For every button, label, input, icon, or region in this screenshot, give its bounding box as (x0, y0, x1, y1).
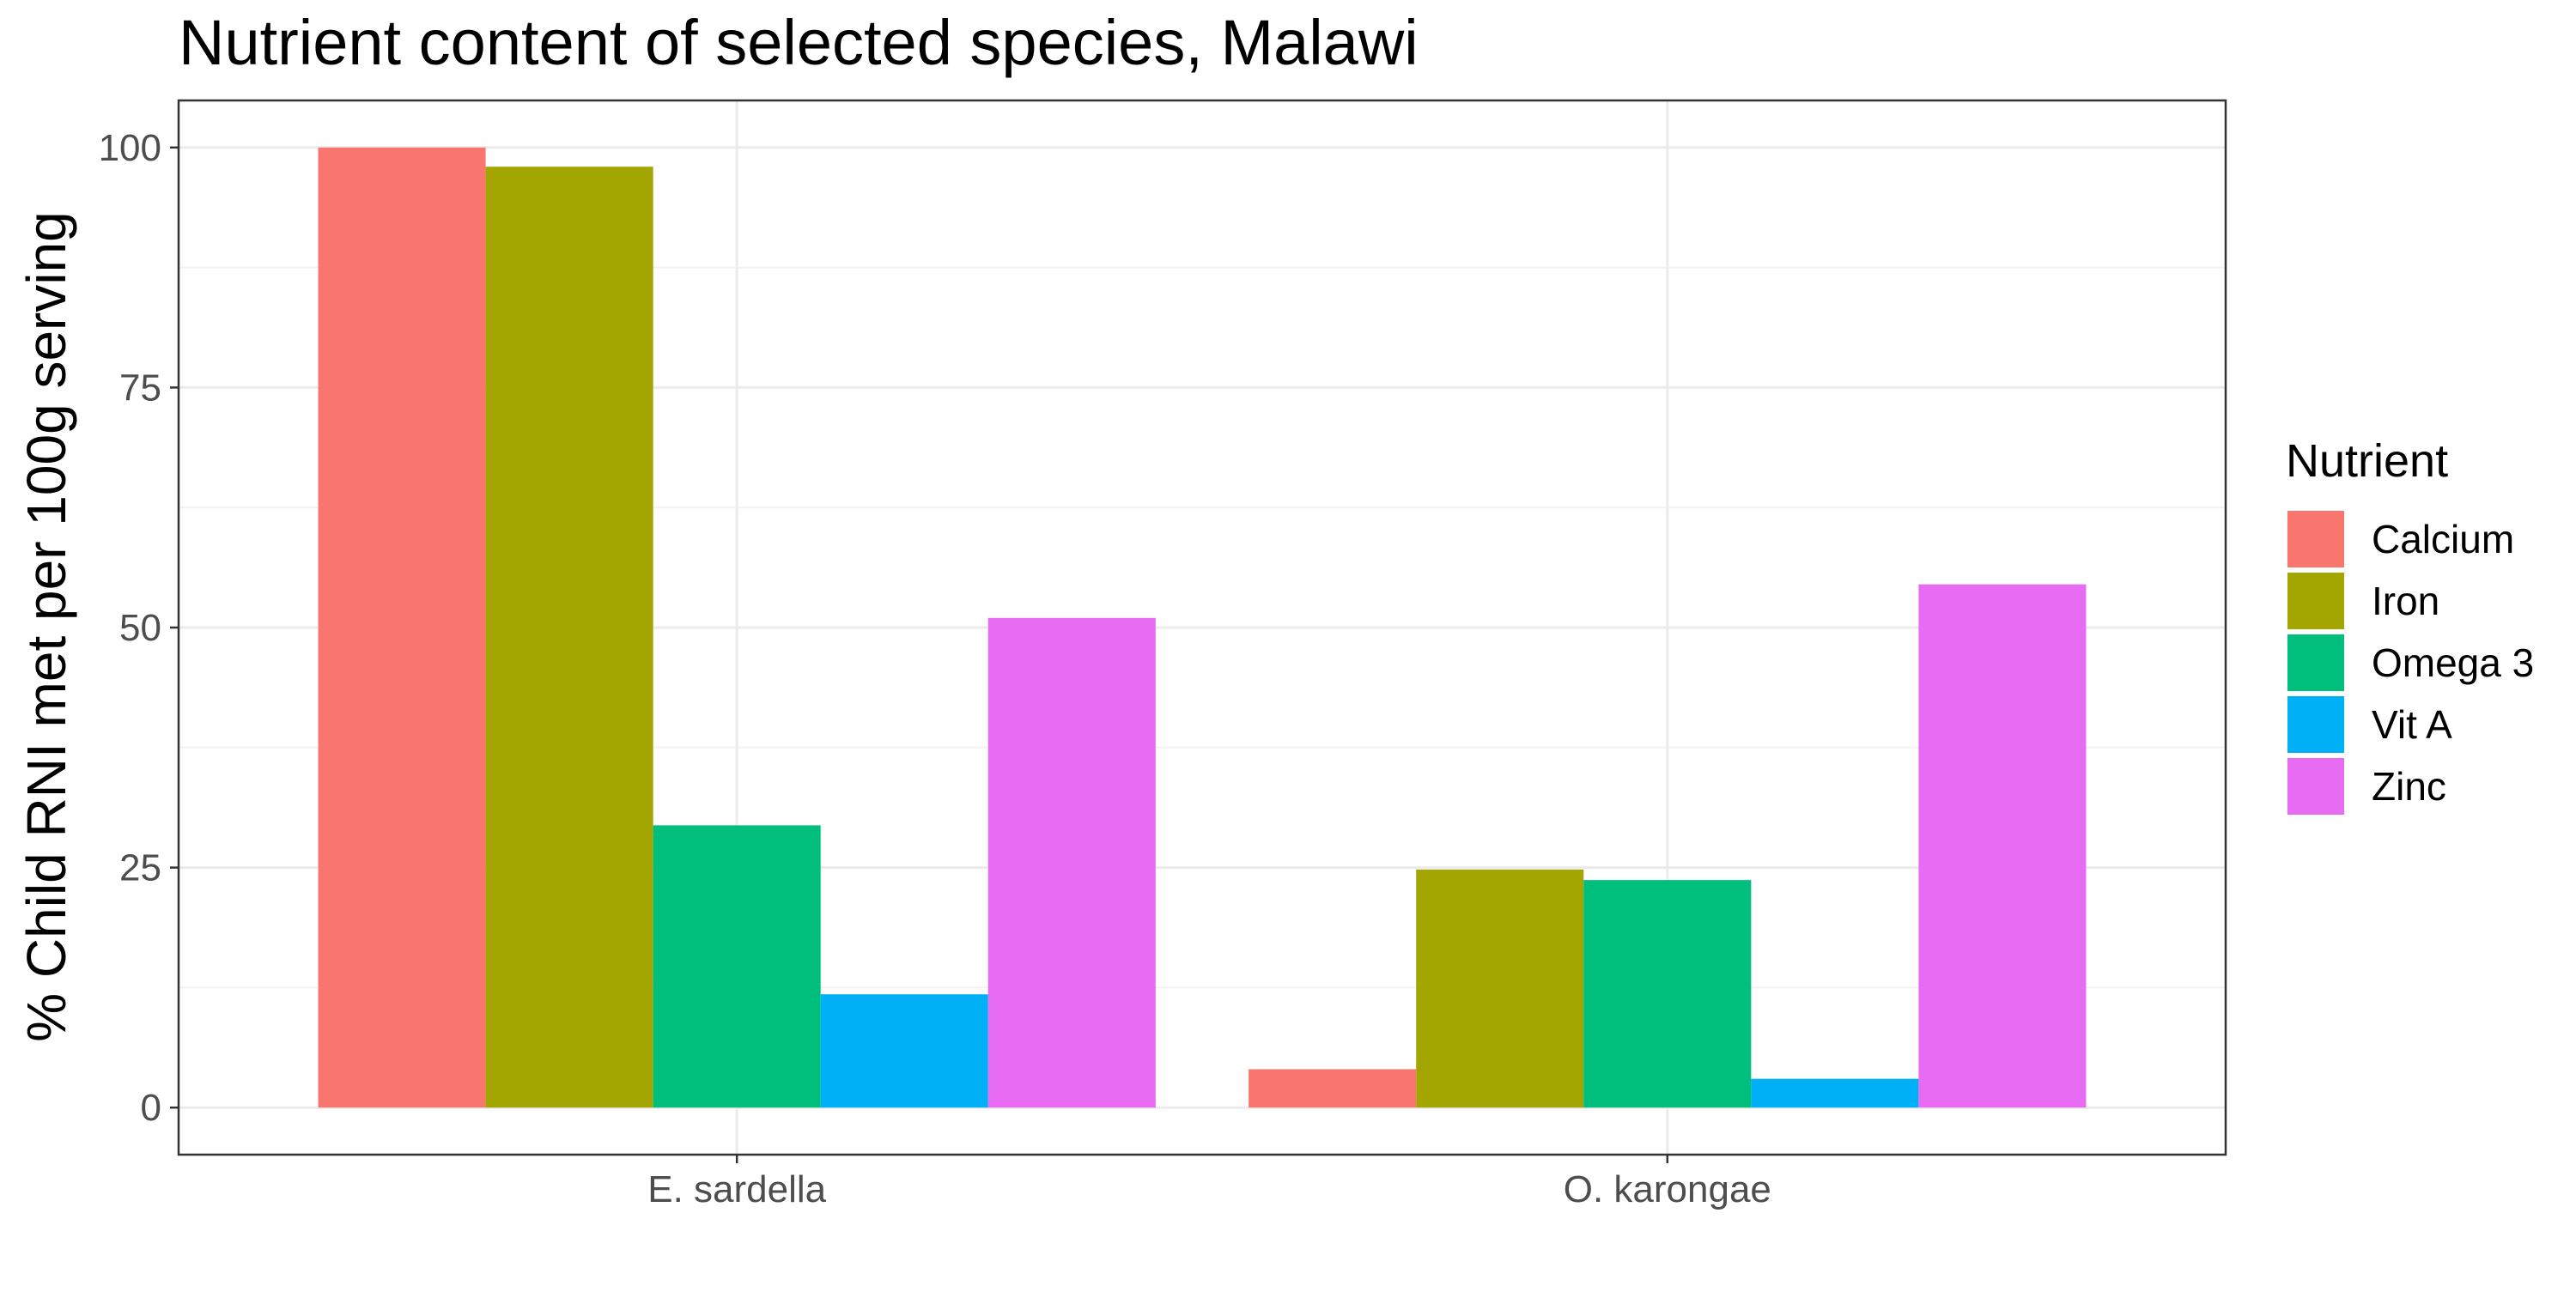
legend-label: Omega 3 (2372, 640, 2534, 685)
y-tick-label: 50 (119, 607, 161, 649)
bar-vit-a (820, 994, 988, 1108)
bar-calcium (1249, 1069, 1417, 1108)
bar-omega-3 (1583, 880, 1752, 1108)
bar-omega-3 (653, 825, 821, 1108)
y-tick-label: 25 (119, 847, 161, 889)
legend-title: Nutrient (2286, 435, 2448, 487)
bar-calcium (318, 147, 486, 1108)
y-tick-label: 0 (141, 1087, 161, 1129)
bar-vit-a (1751, 1078, 1919, 1108)
y-axis-title: % Child RNI met per 100g serving (15, 211, 77, 1042)
plot-area: 0 25 50 75 100 E. sardella O. karongae (99, 99, 2227, 1210)
x-tick-label: O. karongae (1564, 1168, 1771, 1210)
bar-iron (485, 167, 653, 1108)
legend-label: Calcium (2372, 517, 2514, 561)
legend-swatch (2287, 511, 2344, 567)
y-tick-label: 75 (119, 367, 161, 409)
legend-swatch (2287, 758, 2344, 815)
chart-title: Nutrient content of selected species, Ma… (179, 7, 1419, 78)
legend-label: Vit A (2372, 702, 2452, 747)
legend-label: Zinc (2372, 764, 2446, 809)
bar-iron (1416, 869, 1584, 1108)
legend-swatch (2287, 573, 2344, 629)
legend-swatch (2287, 696, 2344, 753)
x-tick-label: E. sardella (647, 1168, 826, 1210)
y-tick-label: 100 (99, 127, 161, 169)
legend-label: Iron (2372, 579, 2439, 623)
bar-zinc (1918, 584, 2087, 1108)
legend: Nutrient Calcium Iron Omega 3 Vit A Zinc (2286, 435, 2534, 815)
bar-zinc (987, 617, 1156, 1108)
legend-swatch (2287, 634, 2344, 691)
